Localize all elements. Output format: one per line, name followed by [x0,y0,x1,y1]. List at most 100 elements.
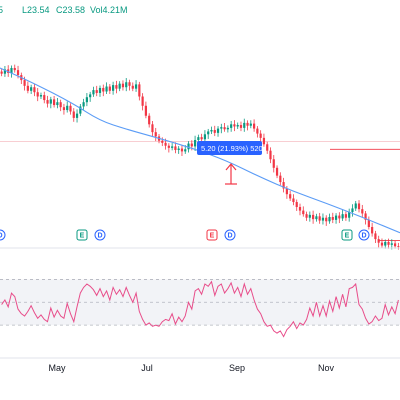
candle-body [102,87,105,92]
ohlc-volume: Vol4.21M [90,5,128,15]
measure-tool[interactable]: 5.20 (21.93%) 520 [197,141,263,185]
candle-body [164,142,167,146]
candle-body [13,67,16,71]
candle-body [105,86,108,92]
candle-body [338,215,341,219]
candle [69,103,72,115]
candle-body [193,140,197,147]
candle [282,177,285,193]
candle-body [285,188,288,195]
candle-body [390,243,393,245]
candle-body [190,143,193,147]
candle [216,126,220,137]
candle [0,69,3,77]
candle-body [384,241,387,246]
candle-body [230,124,233,128]
candle [92,86,95,97]
candle-body [23,80,26,86]
dividend-marker[interactable]: D [358,229,370,241]
candle-body [184,149,187,152]
candle [193,135,197,152]
candle [10,65,13,78]
candle-body [216,128,220,133]
candle [95,85,98,97]
candle-body [249,123,252,126]
split-marker[interactable]: E [206,229,218,241]
candle [138,81,141,101]
measure-label-box [197,141,262,155]
candle-body [236,125,239,127]
rsi-line [1,280,399,338]
dividend-marker[interactable]: D [0,229,6,241]
candle [266,141,269,154]
candle-body [36,92,39,97]
candle-body [371,226,374,234]
time-axis[interactable]: May Jul Sep Nov [48,363,334,373]
candle-body [131,85,134,89]
earnings-marker[interactable]: E [341,229,353,241]
candle [46,95,49,108]
dividend-marker[interactable]: D [94,229,106,241]
candle-body [161,140,164,143]
candle [220,123,223,134]
time-axis-label: Nov [318,363,335,373]
candle-body [121,83,125,88]
candle-body [348,212,351,218]
candle-body [30,87,33,91]
candle-body [82,102,85,107]
candle [75,109,79,123]
candle-body [226,127,229,130]
candle-body [43,95,46,101]
candle-body [289,194,292,199]
measure-label: 5.20 (21.93%) 520 [201,144,263,153]
candle-body [154,132,157,137]
candle [105,82,108,95]
time-axis-label: Sep [229,363,245,373]
candle-body [197,137,200,140]
candle-body [354,203,357,209]
candle-body [52,99,56,106]
ohlc-low: L23.54 [22,5,50,15]
event-markers: DEDEDED [0,229,370,241]
candle [348,208,351,222]
earnings-marker[interactable]: E [76,229,88,241]
candle-body [151,124,154,133]
candle-body [295,202,298,208]
candle [325,215,328,226]
candle-body [72,111,75,118]
candle [387,238,390,249]
candle-body [282,182,285,189]
dividend-marker[interactable]: D [224,229,236,241]
candle [89,91,92,102]
candle [367,216,370,230]
ohlc-legend: 5 L23.54 C23.58 Vol4.21M [0,5,128,15]
candles [0,64,400,250]
candle [167,143,170,153]
candle-body [279,175,282,183]
candle-body [334,215,338,220]
candle [272,155,275,173]
candle [180,145,184,157]
candle-body [16,70,20,76]
candle [380,238,384,249]
ohlc-fragment: 5 [0,5,3,15]
candle-body [207,131,210,135]
candle [13,64,16,73]
candle [331,212,334,224]
candle [328,213,331,224]
candle [338,212,341,224]
candle-body [357,203,361,210]
candle-body [33,87,36,93]
candle [239,121,243,132]
candle [315,213,318,222]
candle-body [321,217,325,221]
candle [384,239,387,249]
candle-body [341,214,344,219]
candle-body [364,213,367,220]
candle [177,146,180,154]
candle [128,79,131,91]
candle [230,120,233,132]
candle [371,222,374,237]
candle [98,85,102,97]
